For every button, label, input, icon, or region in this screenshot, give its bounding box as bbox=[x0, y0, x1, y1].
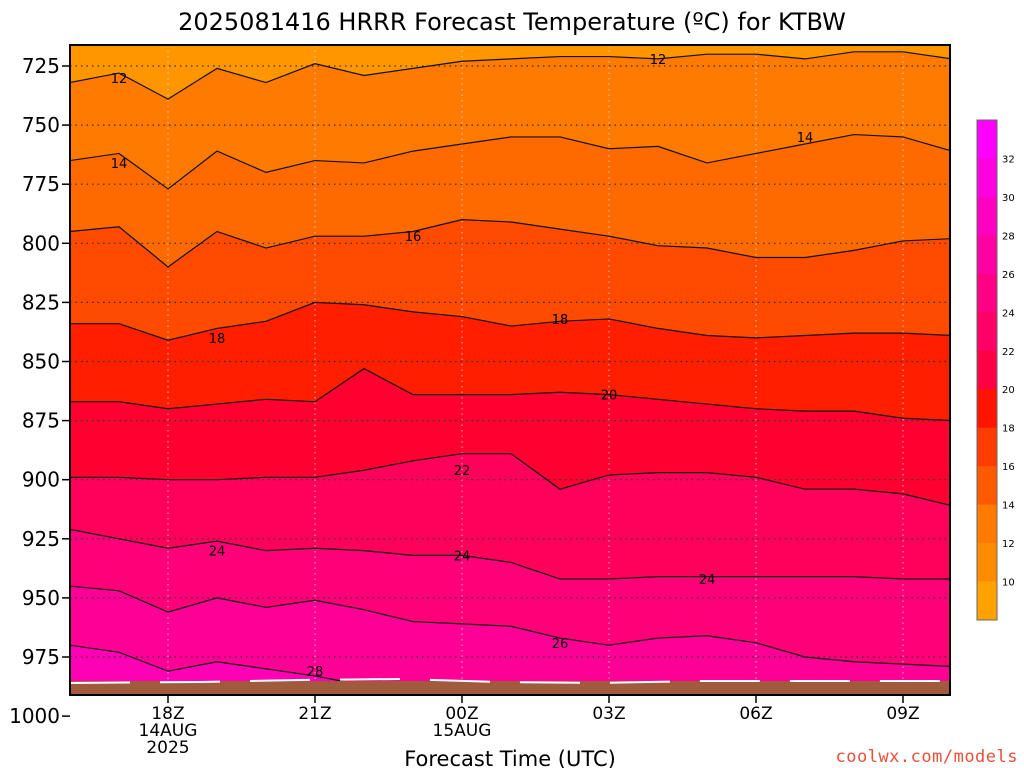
y-tick-label: 850 bbox=[22, 350, 60, 374]
x-tick-label: 21Z bbox=[298, 704, 331, 724]
contour-label: 18 bbox=[552, 313, 569, 328]
colorbar-segment bbox=[977, 466, 997, 506]
plot-frame bbox=[69, 44, 951, 696]
contour-label: 12 bbox=[111, 72, 128, 87]
ground-layer bbox=[70, 677, 950, 695]
y-tick-label: 875 bbox=[22, 409, 60, 433]
y-tick-label: 750 bbox=[22, 113, 60, 137]
isotherm-26 bbox=[70, 585, 950, 667]
y-axis: 725 750 775 800 825 850 875 900 925 950 975 1000 bbox=[9, 54, 70, 728]
colorbar-label: 22 bbox=[1002, 347, 1015, 358]
contour-label: 16 bbox=[405, 230, 422, 245]
x-tick-label: 00Z bbox=[445, 704, 478, 724]
contour-label: 30 bbox=[258, 710, 275, 725]
colorbar-segment bbox=[977, 312, 997, 352]
isotherm-20 bbox=[70, 367, 950, 422]
colorbar-label: 32 bbox=[1002, 154, 1015, 165]
contour-label: 18 bbox=[209, 332, 226, 347]
colorbar-label: 28 bbox=[1002, 231, 1015, 242]
isotherm-22 bbox=[70, 453, 950, 506]
colorbar-label: 18 bbox=[1002, 424, 1015, 435]
isotherm-18 bbox=[70, 301, 950, 341]
x-tick-label: 14AUG bbox=[139, 721, 198, 741]
colorbar-legend: 10 12 14 16 18 20 22 24 26 28 30 32 bbox=[976, 119, 1015, 621]
y-tick-label: 825 bbox=[22, 290, 60, 314]
temperature-fill-bands bbox=[0, 45, 950, 744]
plot-area: 12 12 14 14 16 18 18 20 22 24 24 24 26 28 30 bbox=[0, 45, 950, 744]
isotherm-30 bbox=[0, 709, 761, 744]
y-tick-label: 800 bbox=[22, 231, 60, 255]
colorbar-segment bbox=[977, 581, 997, 621]
colorbar-label: 14 bbox=[1002, 501, 1015, 512]
colorbar-segment bbox=[977, 543, 997, 583]
colorbar-segment bbox=[977, 350, 997, 390]
colorbar-label: 10 bbox=[1002, 578, 1015, 589]
colorbar-label: 16 bbox=[1002, 462, 1015, 473]
isotherm-12 bbox=[70, 51, 950, 100]
isotherm-24 bbox=[70, 528, 950, 580]
contour-label: 14 bbox=[797, 131, 814, 146]
contour-label: 12 bbox=[650, 53, 667, 68]
colorbar-label: 24 bbox=[1002, 308, 1015, 319]
y-tick-label: 1000 bbox=[9, 704, 60, 728]
x-tick-label: 06Z bbox=[739, 704, 772, 724]
colorbar-frame bbox=[976, 119, 998, 621]
contour-label: 22 bbox=[454, 464, 471, 479]
colorbar-label: 30 bbox=[1002, 193, 1015, 204]
colorbar-segment bbox=[977, 235, 997, 275]
colorbar-segment bbox=[977, 158, 997, 198]
contour-label: 24 bbox=[209, 545, 226, 560]
y-tick-label: 775 bbox=[22, 172, 60, 196]
colorbar-segment bbox=[977, 427, 997, 467]
colorbar-segment bbox=[977, 504, 997, 544]
colorbar-label: 26 bbox=[1002, 270, 1015, 281]
y-tick-label: 975 bbox=[22, 645, 60, 669]
colorbar-label: 12 bbox=[1002, 539, 1015, 550]
contour-labels: 12 12 14 14 16 18 18 20 22 24 24 24 26 28 30 bbox=[111, 53, 814, 725]
gridlines bbox=[70, 45, 950, 695]
fill-band-30 bbox=[0, 700, 761, 744]
x-axis-label: Forecast Time (UTC) bbox=[404, 747, 616, 768]
x-tick-label: 09Z bbox=[886, 704, 919, 724]
contour-label: 24 bbox=[454, 549, 471, 564]
y-tick-label: 925 bbox=[22, 527, 60, 551]
chart-title: 2025081416 HRRR Forecast Temperature (ºC… bbox=[178, 8, 846, 36]
contour-label: 24 bbox=[699, 573, 716, 588]
contour-label: 28 bbox=[307, 665, 324, 680]
credit-link[interactable]: coolwx.com/models bbox=[836, 747, 1019, 767]
x-tick-label: 18Z bbox=[151, 704, 184, 724]
y-tick-label: 900 bbox=[22, 468, 60, 492]
x-tick-label: 03Z bbox=[592, 704, 625, 724]
contour-label: 14 bbox=[111, 157, 128, 172]
x-tick-label: 15AUG bbox=[433, 721, 492, 741]
ground-fill bbox=[70, 681, 950, 695]
y-tick-label: 950 bbox=[22, 586, 60, 610]
isotherm-lines bbox=[0, 51, 950, 744]
isotherm-14 bbox=[70, 133, 950, 190]
x-tick-label: 2025 bbox=[146, 738, 189, 758]
colorbar-label: 20 bbox=[1002, 385, 1015, 396]
isotherm-16 bbox=[70, 219, 950, 268]
isotherm-28 bbox=[70, 644, 467, 695]
contour-label: 20 bbox=[601, 389, 618, 404]
y-tick-label: 725 bbox=[22, 54, 60, 78]
colorbar-segment bbox=[977, 196, 997, 236]
contour-label-bg bbox=[256, 708, 276, 723]
fill-band-26 bbox=[70, 586, 950, 695]
colorbar-segment bbox=[977, 273, 997, 313]
colorbar-segment bbox=[977, 389, 997, 429]
colorbar-segment bbox=[977, 120, 997, 159]
contour-label: 26 bbox=[552, 637, 569, 652]
